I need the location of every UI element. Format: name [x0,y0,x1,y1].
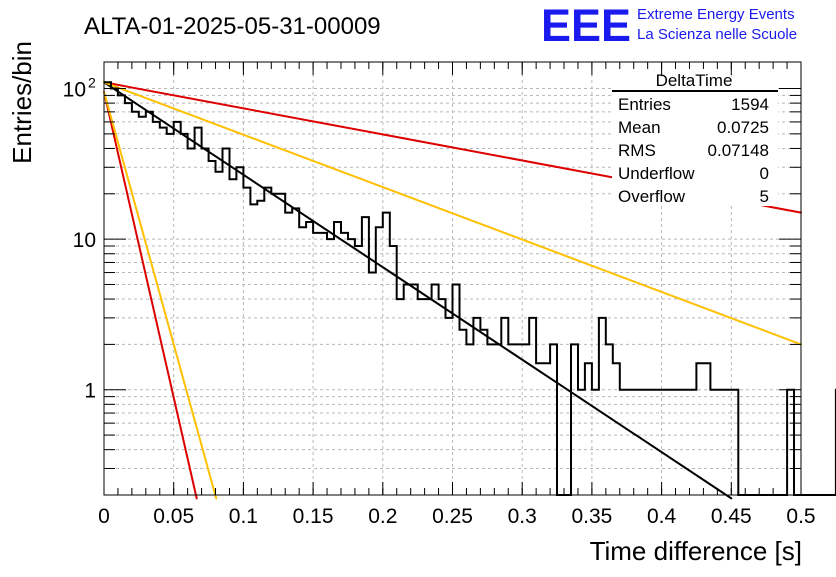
histogram-series [104,81,836,496]
x-tick-label: 0.05 [153,505,194,528]
axis-ticks [103,62,802,496]
x-tick-label: 0.1 [229,505,258,528]
x-tick-label: 0.45 [711,505,752,528]
x-tick-label: 0.15 [293,505,334,528]
x-tick-label: 0.4 [647,505,677,528]
x-tick-label: 0.35 [571,505,612,528]
eee-logo: EEE [541,0,631,51]
x-tick-labels: 0 0.05 0.1 0.15 0.2 0.25 0.3 0.35 0.4 0.45 0.5 [98,505,815,528]
stats-label: Mean [618,118,661,137]
y-tick-label: 1 [84,380,96,403]
y-tick-exponent: 2 [88,75,96,91]
stats-value: 5 [760,187,769,206]
stats-value: 0.0725 [717,118,769,137]
y-axis-label: Entries/bin [7,41,37,164]
fit-line-4 [103,90,218,500]
y-tick-label: 10 [73,229,96,252]
stats-label: RMS [618,141,656,160]
x-tick-label: 0.5 [786,505,815,528]
x-tick-label: 0 [98,505,110,528]
fit-line-2 [103,81,802,346]
stats-label: Overflow [618,187,686,206]
x-tick-label: 0.2 [368,505,397,528]
stats-label: Underflow [618,164,695,183]
stats-value: 1594 [731,95,769,114]
stats-rows: Entries 1594 Mean 0.0725 RMS 0.07148 Underflow… [618,95,769,206]
y-tick-label: 10 [63,79,86,102]
stats-label: Entries [618,95,671,114]
org-name: Extreme Energy Events [637,6,795,23]
fit-line-3 [103,90,198,500]
plot-frame [103,61,802,496]
run-title: ALTA-01-2025-05-31-00009 [84,13,381,40]
stats-box: DeltaTime Entries 1594 Mean 0.0725 RMS 0.0714… [612,71,778,206]
stats-value: 0.07148 [708,141,769,160]
x-tick-label: 0.25 [432,505,473,528]
x-axis-label: Time difference [s] [590,536,802,566]
org-subtitle: La Scienza nelle Scuole [637,26,797,43]
stats-title: DeltaTime [656,71,733,90]
x-tick-label: 0.3 [508,505,537,528]
stats-value: 0 [760,164,769,183]
